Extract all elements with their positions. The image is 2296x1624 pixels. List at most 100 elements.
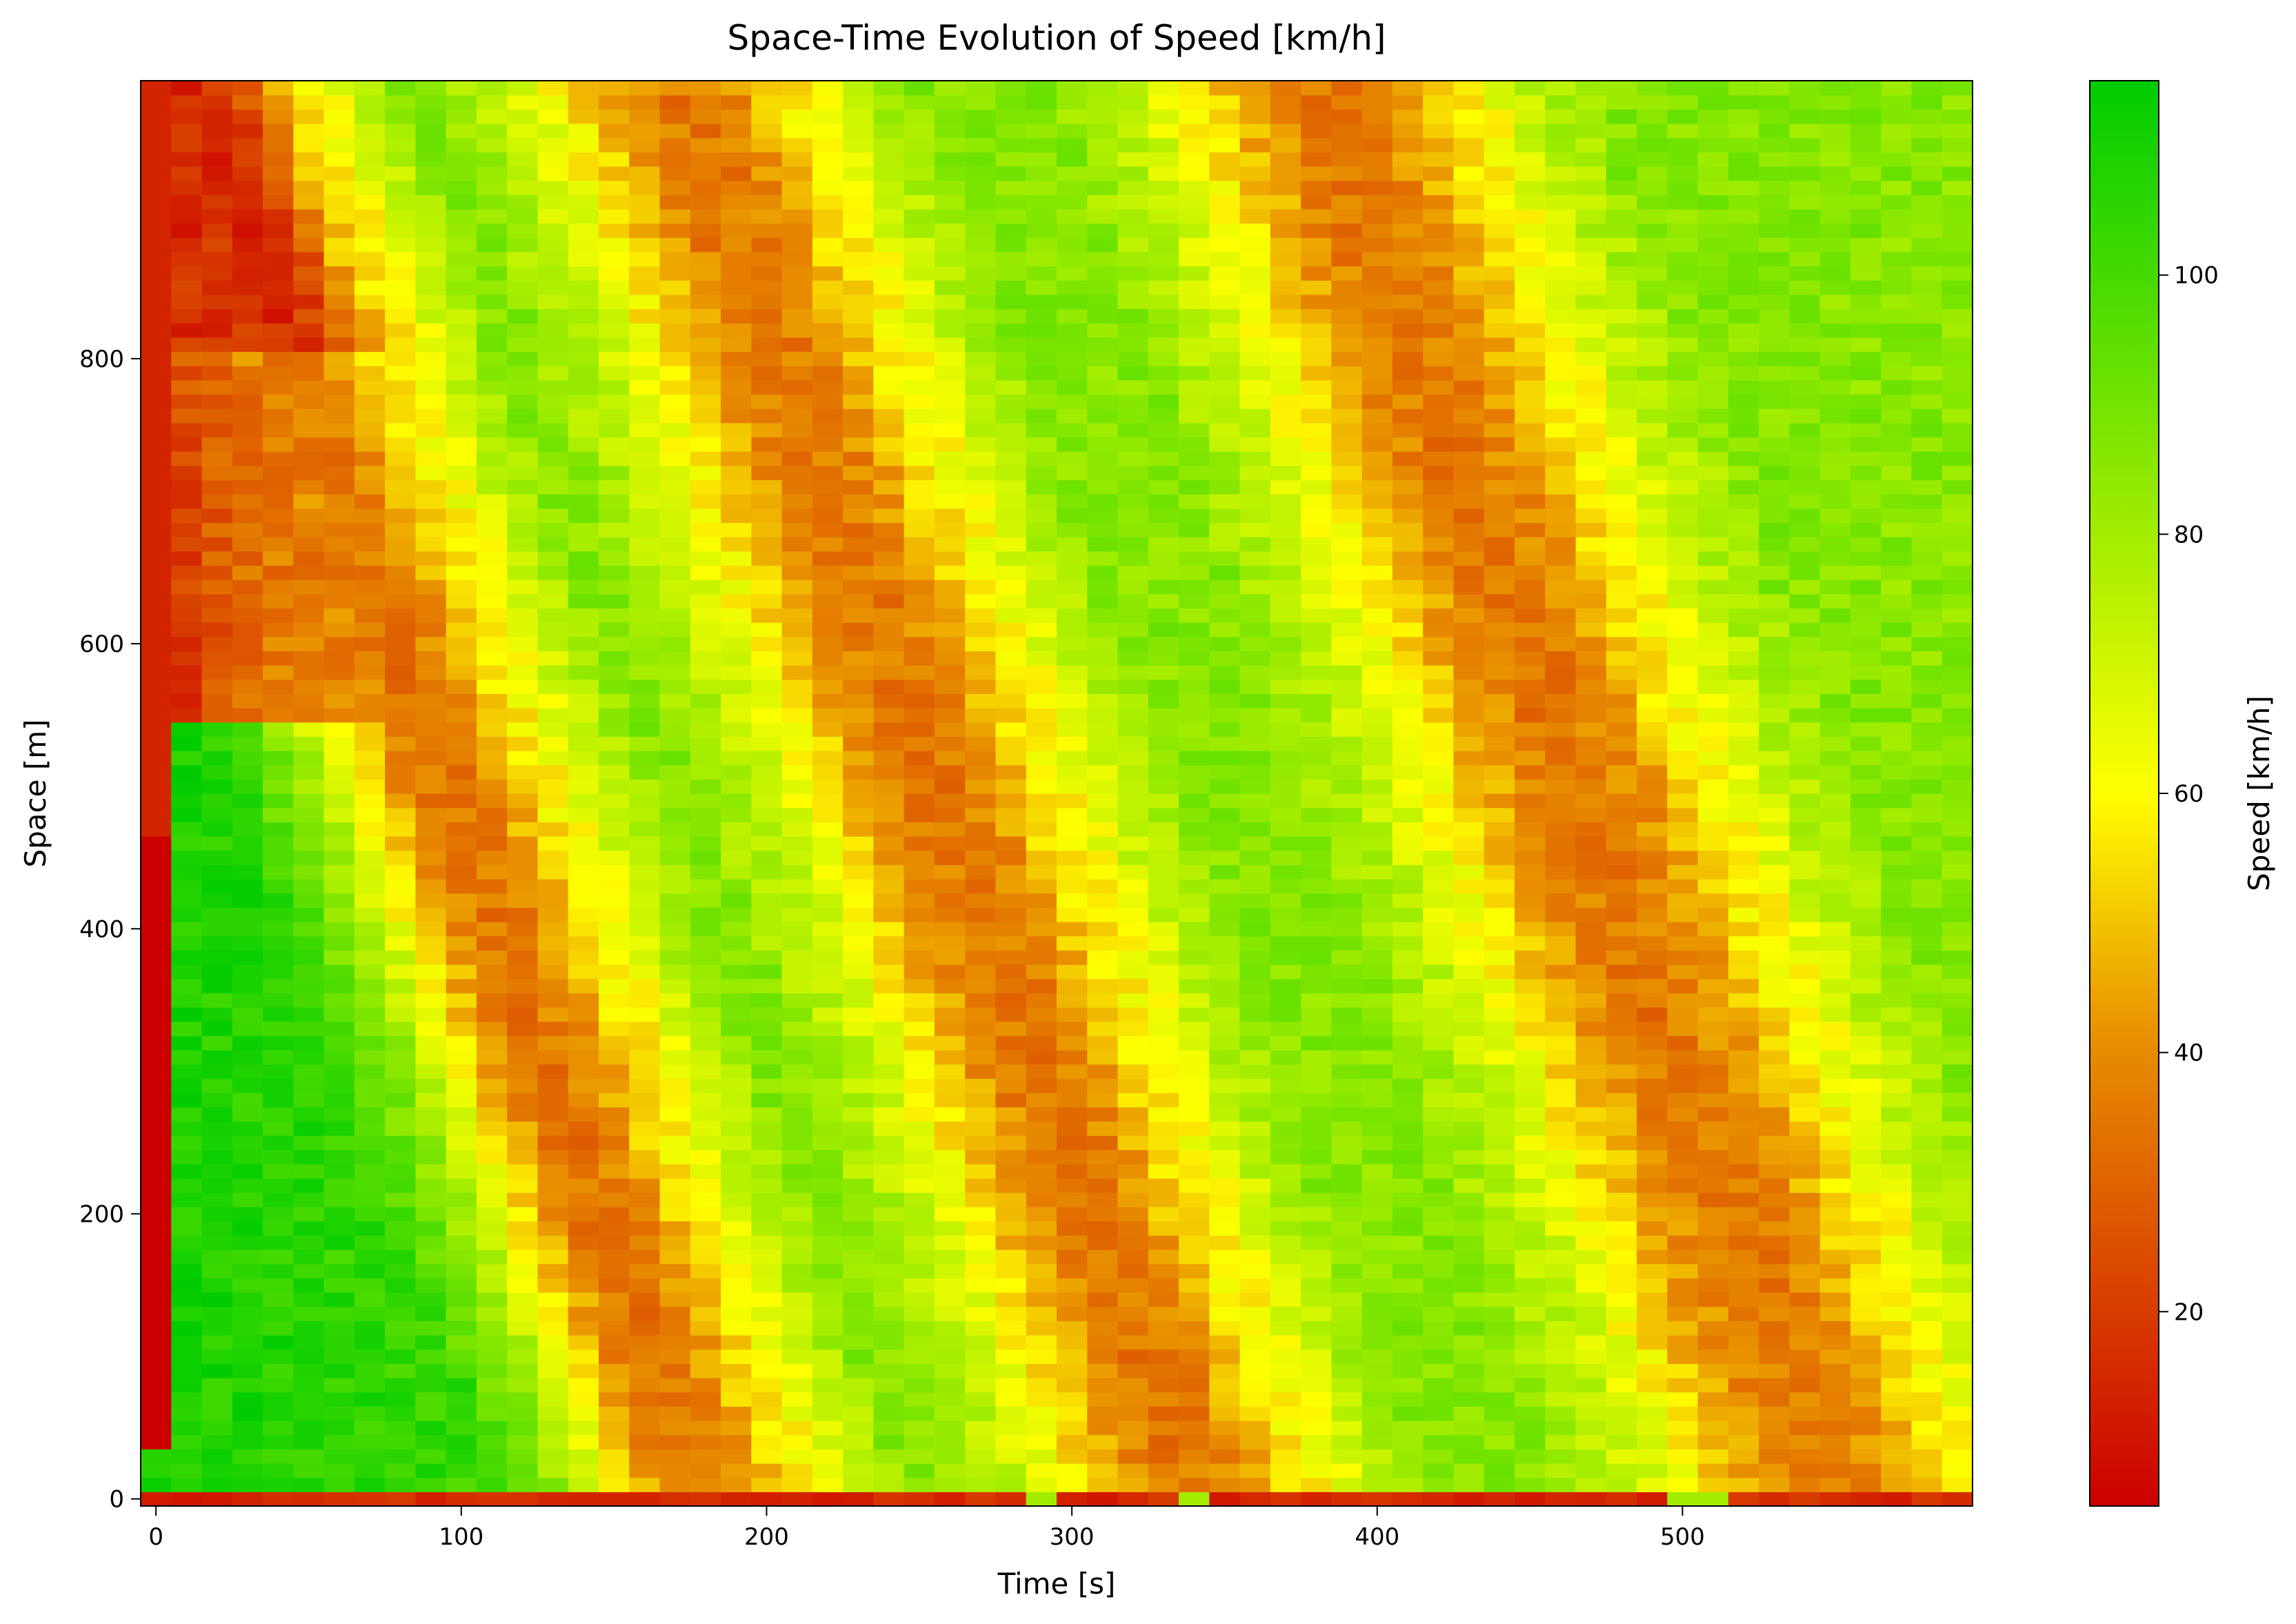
heatmap-cell (1453, 1007, 1485, 1022)
heatmap-cell (1117, 1064, 1149, 1079)
heatmap-cell (537, 878, 569, 894)
heatmap-cell (781, 1463, 813, 1478)
heatmap-cell (1179, 1149, 1210, 1165)
heatmap-cell (629, 708, 661, 723)
heatmap-cell (873, 1049, 905, 1065)
heatmap-cell (1392, 137, 1424, 152)
heatmap-cell (1148, 1235, 1179, 1250)
heatmap-cell (721, 1121, 752, 1136)
heatmap-cell (1484, 294, 1515, 310)
heatmap-cell (171, 651, 203, 666)
heatmap-cell (1545, 1149, 1577, 1165)
heatmap-cell (1453, 1349, 1485, 1364)
heatmap-cell (1392, 1392, 1424, 1407)
heatmap-cell (293, 208, 325, 224)
heatmap-cell (659, 81, 691, 96)
heatmap-cell (812, 1349, 843, 1364)
heatmap-cell (415, 1178, 447, 1194)
heatmap-cell (293, 950, 325, 965)
heatmap-cell (1270, 123, 1301, 139)
heatmap-cell (1637, 323, 1668, 338)
heatmap-cell (201, 208, 233, 224)
heatmap-cell (415, 878, 447, 894)
heatmap-cell (934, 1149, 966, 1165)
heatmap-cell (476, 308, 508, 324)
heatmap-cell (323, 679, 355, 694)
heatmap-cell (323, 878, 355, 894)
heatmap-cell (659, 921, 691, 937)
heatmap-cell (385, 451, 416, 466)
heatmap-cell (263, 408, 294, 424)
heatmap-cell (263, 751, 294, 766)
heatmap-cell (171, 950, 203, 965)
heatmap-cell (568, 280, 599, 295)
heatmap-cell (232, 223, 263, 238)
heatmap-cell (1361, 195, 1393, 210)
heatmap-cell (599, 580, 630, 595)
heatmap-cell (1148, 1207, 1179, 1222)
heatmap-cell (843, 636, 874, 651)
heatmap-cell (568, 1492, 599, 1507)
heatmap-cell (965, 722, 997, 737)
heatmap-cell (171, 736, 203, 751)
heatmap-cell (659, 793, 691, 809)
heatmap-cell (1637, 893, 1668, 908)
heatmap-cell (781, 751, 813, 766)
heatmap-cell (1484, 921, 1515, 937)
heatmap-cell (537, 308, 569, 324)
heatmap-cell (171, 1392, 203, 1407)
heatmap-cell (812, 408, 843, 424)
heatmap-cell (629, 1492, 661, 1507)
heatmap-cell (1575, 978, 1607, 993)
heatmap-cell (751, 1036, 783, 1051)
heatmap-cell (599, 1349, 630, 1364)
heatmap-cell (1331, 152, 1363, 167)
heatmap-cell (1087, 665, 1119, 680)
heatmap-cell (323, 337, 355, 353)
heatmap-cell (721, 764, 752, 780)
heatmap-cell (1179, 366, 1210, 381)
heatmap-cell (385, 379, 416, 395)
heatmap-cell (843, 280, 874, 295)
heatmap-cell (1515, 266, 1546, 281)
heatmap-cell (1423, 465, 1455, 481)
heatmap-cell (1270, 950, 1301, 965)
heatmap-cell (1117, 1449, 1149, 1464)
heatmap-cell (201, 465, 233, 481)
heatmap-cell (751, 722, 783, 737)
heatmap-cell (873, 1149, 905, 1165)
heatmap-cell (1575, 1392, 1607, 1407)
heatmap-cell (873, 1449, 905, 1464)
heatmap-cell (171, 1477, 203, 1492)
heatmap-cell (1026, 1121, 1057, 1136)
heatmap-cell (141, 1449, 172, 1464)
heatmap-cell (781, 1121, 813, 1136)
heatmap-cell (354, 893, 386, 908)
heatmap-cell (323, 1249, 355, 1265)
heatmap-cell (293, 764, 325, 780)
heatmap-cell (232, 1335, 263, 1350)
heatmap-cell (1087, 180, 1119, 195)
heatmap-cell (812, 1021, 843, 1036)
heatmap-cell (1361, 1292, 1393, 1307)
heatmap-cell (385, 408, 416, 424)
heatmap-cell (293, 1378, 325, 1393)
heatmap-cell (1209, 109, 1241, 124)
heatmap-cell (1179, 950, 1210, 965)
heatmap-cell (599, 1207, 630, 1222)
heatmap-cell (1331, 308, 1363, 324)
heatmap-cell (812, 751, 843, 766)
heatmap-cell (1361, 137, 1393, 152)
heatmap-cell (476, 651, 508, 666)
heatmap-cell (843, 308, 874, 324)
heatmap-cell (171, 1178, 203, 1194)
heatmap-cell (873, 1363, 905, 1378)
heatmap-cell (1117, 793, 1149, 809)
heatmap-cell (843, 1249, 874, 1265)
heatmap-cell (354, 1049, 386, 1065)
heatmap-cell (1545, 580, 1577, 595)
heatmap-cell (599, 636, 630, 651)
heatmap-cell (629, 907, 661, 922)
heatmap-cell (1148, 1406, 1179, 1421)
heatmap-cell (141, 1149, 172, 1165)
